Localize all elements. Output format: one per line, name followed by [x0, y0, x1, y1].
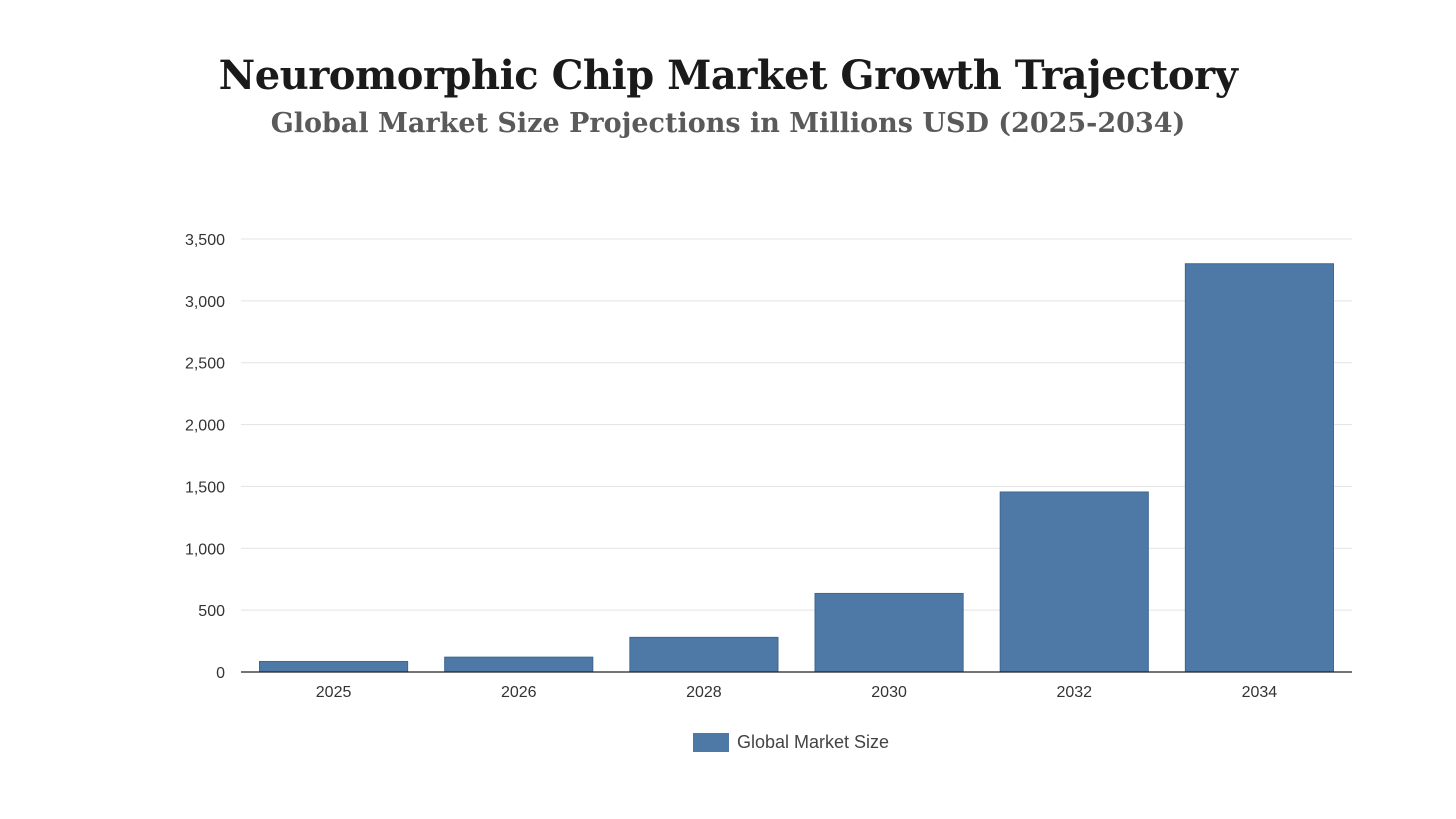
x-tick-label: 2028: [686, 684, 722, 701]
bar-2025: [259, 660, 409, 673]
bar-2028: [629, 636, 779, 673]
y-tick-label: 3,000: [185, 294, 225, 311]
x-tick-label: 2034: [1242, 684, 1278, 701]
chart-subtitle: Global Market Size Projections in Millio…: [270, 108, 1186, 139]
legend-swatch: [693, 733, 729, 752]
x-tick-label: 2025: [316, 684, 352, 701]
y-tick-label: 500: [198, 603, 225, 620]
x-tick-label: 2032: [1056, 684, 1092, 701]
chart-title: Neuromorphic Chip Market Growth Trajecto…: [218, 52, 1238, 99]
y-tick-label: 1,500: [185, 479, 225, 496]
y-axis-labels: 0 500 1,000 1,500 2,000 2,500 3,000 3,500: [185, 232, 225, 682]
x-tick-label: 2030: [871, 684, 907, 701]
bar-2026: [444, 656, 594, 673]
bars: [259, 263, 1334, 673]
y-tick-label: 3,500: [185, 232, 225, 249]
legend: Global Market Size: [693, 732, 889, 753]
bar-2034: [1184, 263, 1334, 673]
bar-2032: [999, 491, 1149, 673]
y-tick-label: 0: [216, 665, 225, 682]
gridlines: [241, 238, 1352, 611]
y-tick-label: 2,500: [185, 356, 225, 373]
y-tick-label: 2,000: [185, 418, 225, 435]
y-tick-label: 1,000: [185, 541, 225, 558]
bar-2030: [814, 592, 964, 673]
x-axis-labels: 2025 2026 2028 2030 2032 2034: [316, 684, 1278, 701]
x-tick-label: 2026: [501, 684, 537, 701]
legend-label: Global Market Size: [737, 732, 890, 752]
